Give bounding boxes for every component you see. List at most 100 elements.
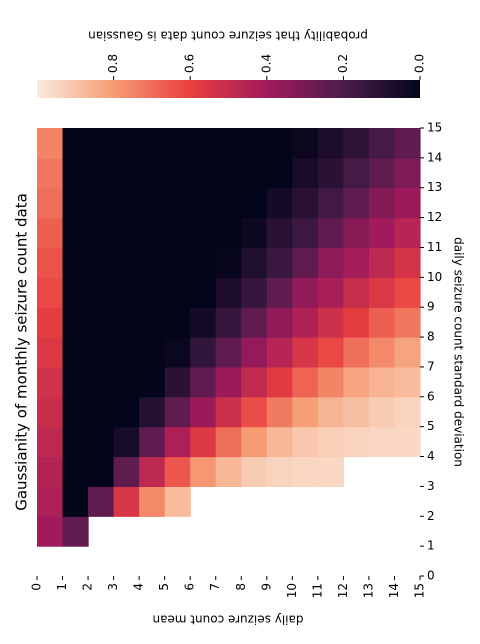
heatmap-cell xyxy=(266,426,293,458)
heatmap-cell xyxy=(88,277,115,308)
heatmap-cell xyxy=(368,396,396,428)
heatmap-cell xyxy=(343,157,370,189)
heatmap-cell xyxy=(317,307,344,338)
heatmap-cell xyxy=(292,187,319,219)
heatmap-cell xyxy=(164,486,191,517)
heatmap-cell xyxy=(88,366,115,398)
x-tick-label: 7 xyxy=(208,583,222,591)
heatmap-cell xyxy=(62,157,89,189)
heatmap-cell xyxy=(215,247,242,278)
heatmap-cell xyxy=(317,217,344,249)
x-tick-label: 12 xyxy=(336,583,350,598)
heatmap-cell xyxy=(241,396,268,428)
x-tick-label: 9 xyxy=(259,583,273,591)
y-tick-label: 13 xyxy=(427,180,442,194)
x-tick-label: 4 xyxy=(132,583,146,591)
heatmap-cell xyxy=(190,217,217,249)
heatmap-cell xyxy=(292,337,319,368)
heatmap-cell xyxy=(292,307,319,338)
heatmap-cell xyxy=(215,456,242,487)
heatmap-cell xyxy=(88,337,115,368)
heatmap-cell xyxy=(317,456,344,487)
heatmap-cell xyxy=(113,187,140,219)
heatmap-cell xyxy=(139,307,166,338)
heatmap-cell xyxy=(394,217,421,249)
heatmap-cell xyxy=(164,396,191,428)
heatmap-cell xyxy=(113,128,140,159)
heatmap-cell xyxy=(62,247,89,278)
heatmap-cell xyxy=(266,187,293,219)
heatmap-cell xyxy=(317,247,344,278)
heatmap-cell xyxy=(62,426,89,458)
heatmap-cell xyxy=(139,277,166,308)
x-tick-label: 11 xyxy=(310,583,324,598)
heatmap-cell xyxy=(394,337,421,368)
heatmap-cell xyxy=(113,337,140,368)
heatmap-cell xyxy=(394,157,421,189)
heatmap-cell xyxy=(292,396,319,428)
heatmap-cell xyxy=(62,307,89,338)
heatmap-cell xyxy=(164,217,191,249)
heatmap-cell xyxy=(37,456,64,487)
heatmap-cell xyxy=(164,307,191,338)
heatmap-cell xyxy=(88,187,115,219)
heatmap-cell xyxy=(164,456,191,487)
heatmap-cell xyxy=(139,426,166,458)
x-tick-label: 0 xyxy=(30,583,44,591)
heatmap-cell xyxy=(113,426,140,458)
heatmap-cell xyxy=(368,217,396,249)
y-tick-label: 11 xyxy=(427,240,442,254)
heatmap-cell xyxy=(190,277,217,308)
heatmap-cell xyxy=(37,516,64,547)
heatmap-cell xyxy=(241,247,268,278)
heatmap-cell xyxy=(113,366,140,398)
heatmap-cell xyxy=(215,217,242,249)
heatmap-cell xyxy=(37,366,64,398)
heatmap-cell xyxy=(37,396,64,428)
heatmap-cell xyxy=(190,456,217,487)
heatmap-cell xyxy=(394,128,421,159)
heatmap-cell xyxy=(113,307,140,338)
heatmap-cell xyxy=(62,516,89,547)
heatmap-cell xyxy=(266,247,293,278)
heatmap-cell xyxy=(292,128,319,159)
heatmap-cell xyxy=(266,366,293,398)
x-tick-label: 10 xyxy=(285,583,299,598)
heatmap-cell xyxy=(343,128,370,159)
heatmap-cell xyxy=(368,157,396,189)
heatmap-cell xyxy=(88,307,115,338)
heatmap-cell xyxy=(37,426,64,458)
heatmap-cell xyxy=(292,157,319,189)
heatmap-cell xyxy=(292,456,319,487)
heatmap-cell xyxy=(113,486,140,517)
heatmap-cell xyxy=(37,247,64,278)
heatmap-cell xyxy=(266,128,293,159)
colorbar-tick-label: 0.6 xyxy=(183,54,197,73)
heatmap-cell xyxy=(37,307,64,338)
heatmap-cell xyxy=(37,128,64,159)
heatmap-cell xyxy=(215,337,242,368)
heatmap-cell xyxy=(215,187,242,219)
colorbar-tick-label: 0.0 xyxy=(413,54,427,73)
heatmap-cell xyxy=(343,307,370,338)
heatmap-cell xyxy=(62,456,89,487)
heatmap-cell xyxy=(113,157,140,189)
heatmap-cell xyxy=(266,396,293,428)
heatmap-cell xyxy=(164,187,191,219)
colorbar xyxy=(37,80,420,98)
heatmap-cell xyxy=(368,187,396,219)
heatmap-cell xyxy=(113,396,140,428)
heatmap-cell xyxy=(343,426,370,458)
heatmap-cell xyxy=(215,307,242,338)
y-axis-label: daily seizure count standard deviation xyxy=(452,237,466,467)
heatmap-cell xyxy=(62,337,89,368)
heatmap-cell xyxy=(215,426,242,458)
heatmap-cell xyxy=(317,366,344,398)
heatmap-cell xyxy=(88,486,115,517)
heatmap-cell xyxy=(190,307,217,338)
heatmap-cell xyxy=(317,187,344,219)
heatmap-cell xyxy=(88,456,115,487)
x-tick-label: 1 xyxy=(55,583,69,591)
heatmap-cell xyxy=(241,426,268,458)
colorbar-tick-label: 0.2 xyxy=(336,54,350,73)
